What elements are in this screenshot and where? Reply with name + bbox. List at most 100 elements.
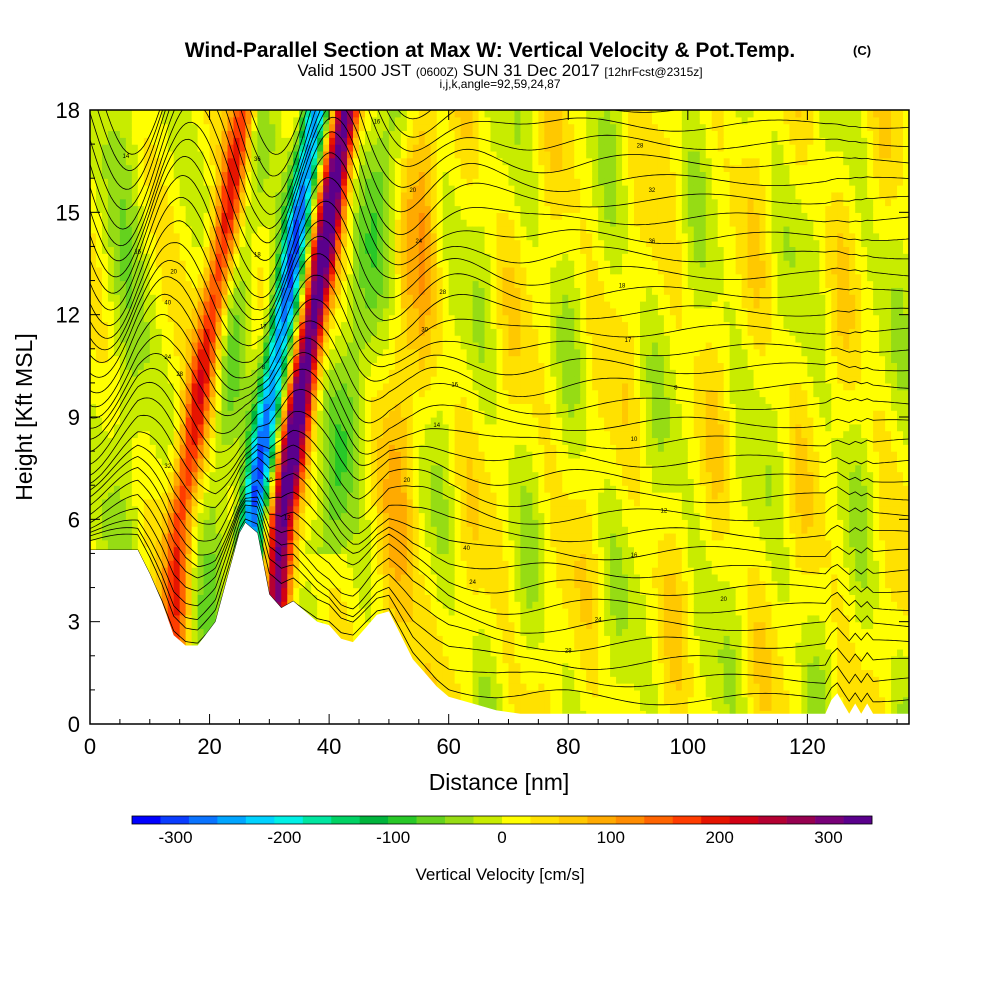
velocity-cell (418, 648, 426, 657)
velocity-cell (113, 301, 121, 309)
velocity-cell (305, 608, 312, 616)
velocity-cell (376, 396, 384, 404)
velocity-cell (90, 198, 97, 207)
velocity-cell (281, 573, 288, 582)
velocity-cell (382, 171, 390, 179)
velocity-cell (281, 410, 288, 418)
velocity-cell (131, 417, 139, 425)
velocity-cell (275, 246, 282, 254)
velocity-cell (143, 369, 151, 377)
velocity-cell (221, 512, 229, 520)
velocity-cell (155, 191, 163, 200)
velocity-cell (143, 512, 151, 520)
velocity-cell (143, 212, 151, 220)
velocity-cell (293, 587, 300, 595)
velocity-cell (353, 362, 360, 370)
velocity-cell (382, 301, 390, 309)
velocity-cell (137, 437, 145, 445)
velocity-cell (173, 512, 181, 520)
velocity-cell (305, 280, 312, 288)
velocity-cell (341, 635, 348, 643)
velocity-cell (335, 546, 342, 555)
velocity-cell (227, 130, 235, 138)
velocity-cell (305, 225, 312, 234)
velocity-cell (376, 498, 384, 507)
velocity-cell (305, 553, 312, 561)
velocity-cell (317, 150, 324, 159)
velocity-cell (388, 253, 396, 261)
velocity-cell (179, 219, 187, 227)
velocity-cell (311, 369, 318, 377)
velocity-cell (113, 403, 121, 411)
velocity-cell (233, 417, 241, 425)
velocity-cell (287, 553, 294, 561)
velocity-cell (311, 512, 318, 520)
velocity-cell (275, 321, 282, 329)
velocity-cell (305, 328, 312, 336)
velocity-cell (359, 457, 366, 466)
velocity-cell (412, 485, 420, 493)
velocity-cell (107, 341, 115, 350)
velocity-cell (167, 369, 175, 377)
velocity-cell (227, 389, 235, 398)
velocity-cell (197, 621, 205, 630)
velocity-cell (305, 471, 312, 479)
velocity-cell (251, 498, 258, 507)
velocity-cell (287, 301, 294, 309)
velocity-cell (173, 437, 181, 445)
velocity-cell (287, 212, 294, 220)
velocity-cell (131, 512, 139, 520)
velocity-cell (400, 621, 408, 630)
velocity-cell (131, 144, 139, 152)
velocity-cell (281, 498, 288, 507)
velocity-cell (364, 110, 372, 118)
velocity-cell (269, 512, 276, 520)
velocity-cell (281, 307, 288, 316)
velocity-cell (305, 260, 312, 268)
velocity-cell (119, 410, 127, 418)
velocity-cell (406, 273, 414, 282)
velocity-cell (299, 519, 306, 527)
velocity-cell (418, 614, 426, 623)
velocity-cell (406, 307, 414, 316)
velocity-cell (311, 150, 318, 159)
velocity-cell (335, 430, 342, 439)
velocity-cell (215, 451, 223, 459)
velocity-cell (353, 301, 360, 309)
velocity-cell (269, 567, 276, 575)
velocity-cell (155, 294, 163, 302)
velocity-cell (161, 498, 169, 507)
velocity-cell (347, 389, 354, 398)
velocity-cell (257, 526, 264, 534)
velocity-cell (239, 260, 247, 268)
velocity-cell (119, 376, 127, 384)
velocity-cell (179, 178, 187, 186)
velocity-cell (173, 355, 181, 364)
velocity-cell (119, 444, 127, 452)
velocity-cell (239, 362, 247, 370)
velocity-cell (113, 294, 121, 302)
velocity-cell (323, 526, 330, 534)
velocity-cell (179, 560, 187, 568)
velocity-cell (359, 430, 366, 439)
velocity-cell (269, 246, 276, 254)
velocity-cell (221, 417, 229, 425)
velocity-cell (335, 280, 342, 288)
velocity-cell (370, 294, 378, 302)
velocity-cell (173, 321, 181, 329)
velocity-cell (281, 567, 288, 575)
velocity-cell (173, 185, 181, 193)
velocity-cell (137, 144, 145, 152)
velocity-cell (251, 287, 258, 295)
velocity-cell (90, 266, 97, 275)
velocity-cell (179, 205, 187, 213)
velocity-cell (412, 246, 420, 254)
velocity-cell (227, 417, 235, 425)
velocity-cell (113, 287, 121, 295)
velocity-cell (293, 232, 300, 241)
velocity-cell (179, 410, 187, 418)
velocity-cell (131, 205, 139, 213)
velocity-cell (329, 498, 336, 507)
velocity-cell (209, 553, 217, 561)
velocity-cell (370, 219, 378, 227)
